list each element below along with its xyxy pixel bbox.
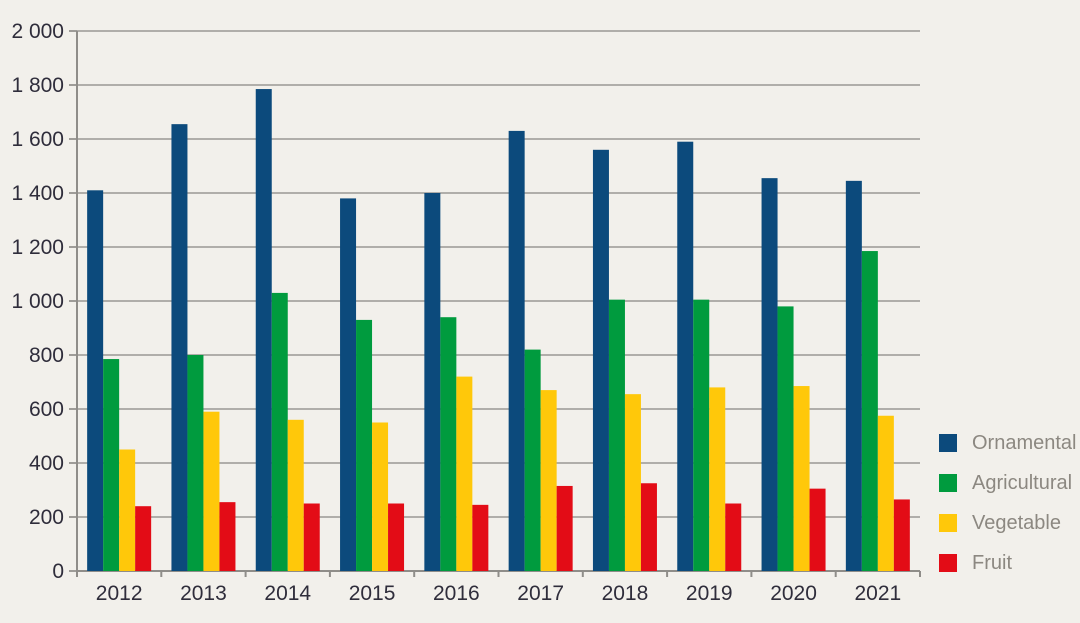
bar-agricultural-2018 xyxy=(608,299,625,571)
x-axis-label: 2018 xyxy=(602,582,649,605)
legend-label-vegetable: Vegetable xyxy=(972,512,1061,534)
legend-swatch-vegetable xyxy=(939,514,957,532)
bar-fruit-2012 xyxy=(135,506,152,571)
bar-agricultural-2015 xyxy=(356,319,373,571)
bar-vegetable-2020 xyxy=(793,386,810,571)
bar-ornamental-2016 xyxy=(424,193,441,571)
bar-agricultural-2014 xyxy=(271,292,288,571)
y-axis-label: 1 400 xyxy=(11,182,64,205)
y-axis-label: 2 000 xyxy=(11,20,64,43)
y-axis-label: 1 000 xyxy=(11,290,64,313)
bar-agricultural-2020 xyxy=(777,306,794,571)
bar-ornamental-2017 xyxy=(508,130,525,571)
bar-agricultural-2013 xyxy=(187,355,204,571)
bar-vegetable-2019 xyxy=(709,387,726,571)
x-axis-label: 2012 xyxy=(96,582,143,605)
x-axis-label: 2021 xyxy=(854,582,901,605)
bar-agricultural-2019 xyxy=(693,299,710,571)
bar-ornamental-2014 xyxy=(255,89,272,572)
bar-agricultural-2016 xyxy=(440,317,457,571)
bar-fruit-2018 xyxy=(640,483,657,571)
bar-vegetable-2015 xyxy=(372,422,389,571)
y-axis-label: 1 800 xyxy=(11,74,64,97)
bar-ornamental-2013 xyxy=(171,124,188,572)
bar-fruit-2013 xyxy=(219,502,236,571)
legend-item-ornamental: Ornamental xyxy=(939,432,1077,454)
y-axis-label: 600 xyxy=(29,398,64,421)
x-axis-label: 2014 xyxy=(264,582,311,605)
bar-ornamental-2015 xyxy=(340,198,357,571)
y-axis-label: 400 xyxy=(29,452,64,475)
legend-item-vegetable: Vegetable xyxy=(939,512,1077,534)
x-axis-label: 2013 xyxy=(180,582,227,605)
legend-item-fruit: Fruit xyxy=(939,552,1077,574)
bar-agricultural-2021 xyxy=(861,251,878,572)
legend-label-ornamental: Ornamental xyxy=(972,432,1077,454)
bar-fruit-2014 xyxy=(303,503,320,571)
bar-ornamental-2020 xyxy=(761,178,778,571)
bar-ornamental-2021 xyxy=(845,180,862,571)
x-axis-label: 2017 xyxy=(517,582,564,605)
bar-fruit-2016 xyxy=(472,504,489,571)
y-axis-label: 0 xyxy=(52,560,64,583)
x-axis-label: 2020 xyxy=(770,582,817,605)
bar-agricultural-2012 xyxy=(103,359,120,571)
x-axis-label: 2019 xyxy=(686,582,733,605)
legend-item-agricultural: Agricultural xyxy=(939,472,1077,494)
y-axis-label: 1 200 xyxy=(11,236,64,259)
bar-ornamental-2019 xyxy=(677,141,694,571)
y-axis-label: 200 xyxy=(29,506,64,529)
legend-swatch-agricultural xyxy=(939,474,957,492)
bar-vegetable-2016 xyxy=(456,376,473,571)
bar-vegetable-2021 xyxy=(877,415,894,571)
legend-label-agricultural: Agricultural xyxy=(972,472,1073,494)
bar-vegetable-2013 xyxy=(203,411,220,571)
bar-fruit-2021 xyxy=(893,499,910,571)
bar-vegetable-2014 xyxy=(287,419,304,571)
bar-vegetable-2018 xyxy=(624,394,641,571)
legend-swatch-ornamental xyxy=(939,434,957,452)
bar-fruit-2015 xyxy=(388,503,405,571)
bar-fruit-2020 xyxy=(809,488,826,571)
bar-vegetable-2012 xyxy=(119,449,136,571)
legend-label-fruit: Fruit xyxy=(972,552,1012,574)
bar-vegetable-2017 xyxy=(540,390,557,571)
bar-fruit-2019 xyxy=(725,503,742,571)
y-axis-label: 800 xyxy=(29,344,64,367)
y-axis-label: 1 600 xyxy=(11,128,64,151)
bar-ornamental-2018 xyxy=(592,149,609,572)
bar-ornamental-2012 xyxy=(87,190,104,572)
chart-legend: Ornamental Agricultural Vegetable Fruit xyxy=(939,432,1077,574)
bar-fruit-2017 xyxy=(556,485,573,571)
x-axis-label: 2015 xyxy=(349,582,396,605)
legend-swatch-fruit xyxy=(939,554,957,572)
x-axis-label: 2016 xyxy=(433,582,480,605)
bar-agricultural-2017 xyxy=(524,349,541,571)
